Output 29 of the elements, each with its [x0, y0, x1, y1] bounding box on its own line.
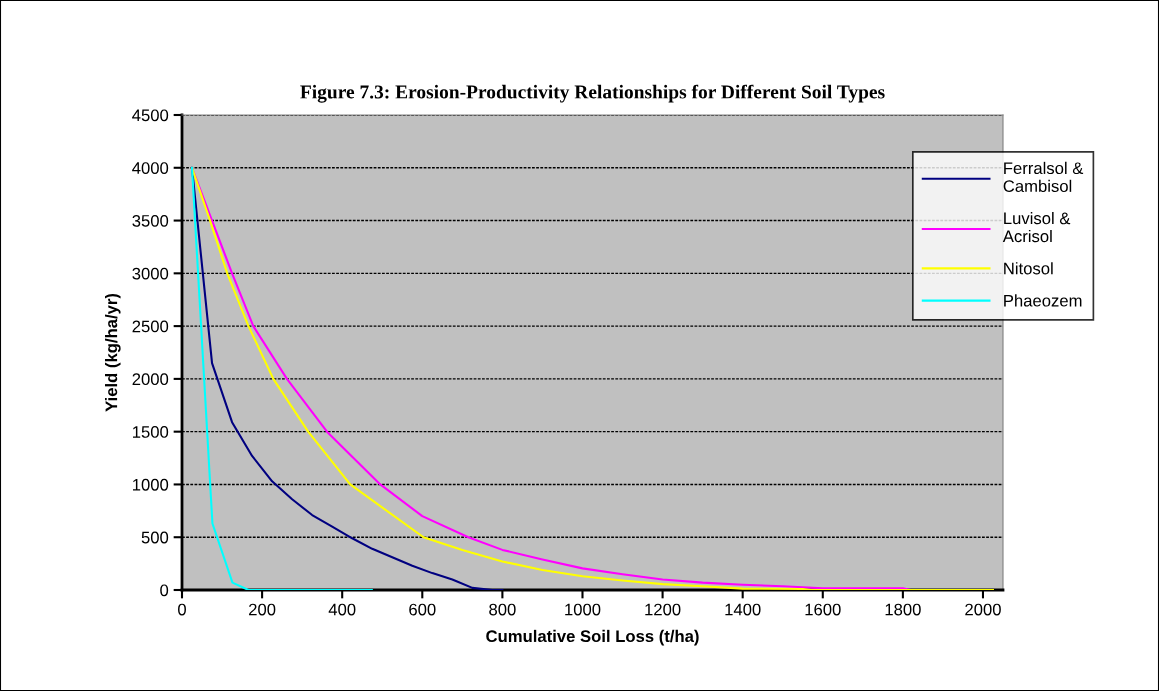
line-series	[190, 166, 373, 590]
x-tick-label: 0	[178, 603, 186, 616]
y-tick-label: 3500	[132, 214, 169, 227]
y-tick-label: 2000	[132, 373, 169, 386]
y-tick-label: 2500	[132, 320, 169, 333]
y-tick-label: 500	[141, 531, 169, 544]
x-tick-label: 1400	[725, 603, 761, 616]
chart-title: Figure 7.3: Erosion-Productivity Relationships for Different Soil Types	[300, 84, 885, 103]
x-tick-label: 200	[249, 603, 276, 616]
x-tick-label: 1600	[805, 603, 841, 616]
x-tick-label: 1000	[565, 603, 601, 616]
legend-label: Luvisol & Acrisol	[1002, 211, 1071, 243]
y-tick-label: 1500	[133, 426, 169, 438]
y-tick-label: 4000	[132, 162, 169, 174]
y-tick-label: 4500	[132, 109, 169, 122]
legend-label: Phaeozem	[1004, 294, 1082, 307]
x-tick-label: 400	[328, 603, 356, 616]
y-tick-label: 1000	[133, 478, 169, 491]
x-tick-label: 2000	[965, 603, 1001, 616]
legend-label: Nitosol	[1004, 262, 1053, 275]
x-tick-label: 600	[409, 603, 436, 616]
y-tick-label: 0	[160, 584, 169, 597]
x-tick-label: 1200	[645, 603, 681, 616]
x-axis-title: Cumulative Soil Loss (t/ha)	[486, 629, 699, 646]
y-tick-label: 3000	[132, 267, 169, 280]
x-tick-label: 1800	[885, 603, 921, 616]
x-tick-label: 800	[489, 603, 516, 616]
y-axis-title: Yield (kg/ha/yr)	[105, 293, 121, 412]
legend-label: Ferralsol & Cambisol	[1003, 161, 1084, 193]
